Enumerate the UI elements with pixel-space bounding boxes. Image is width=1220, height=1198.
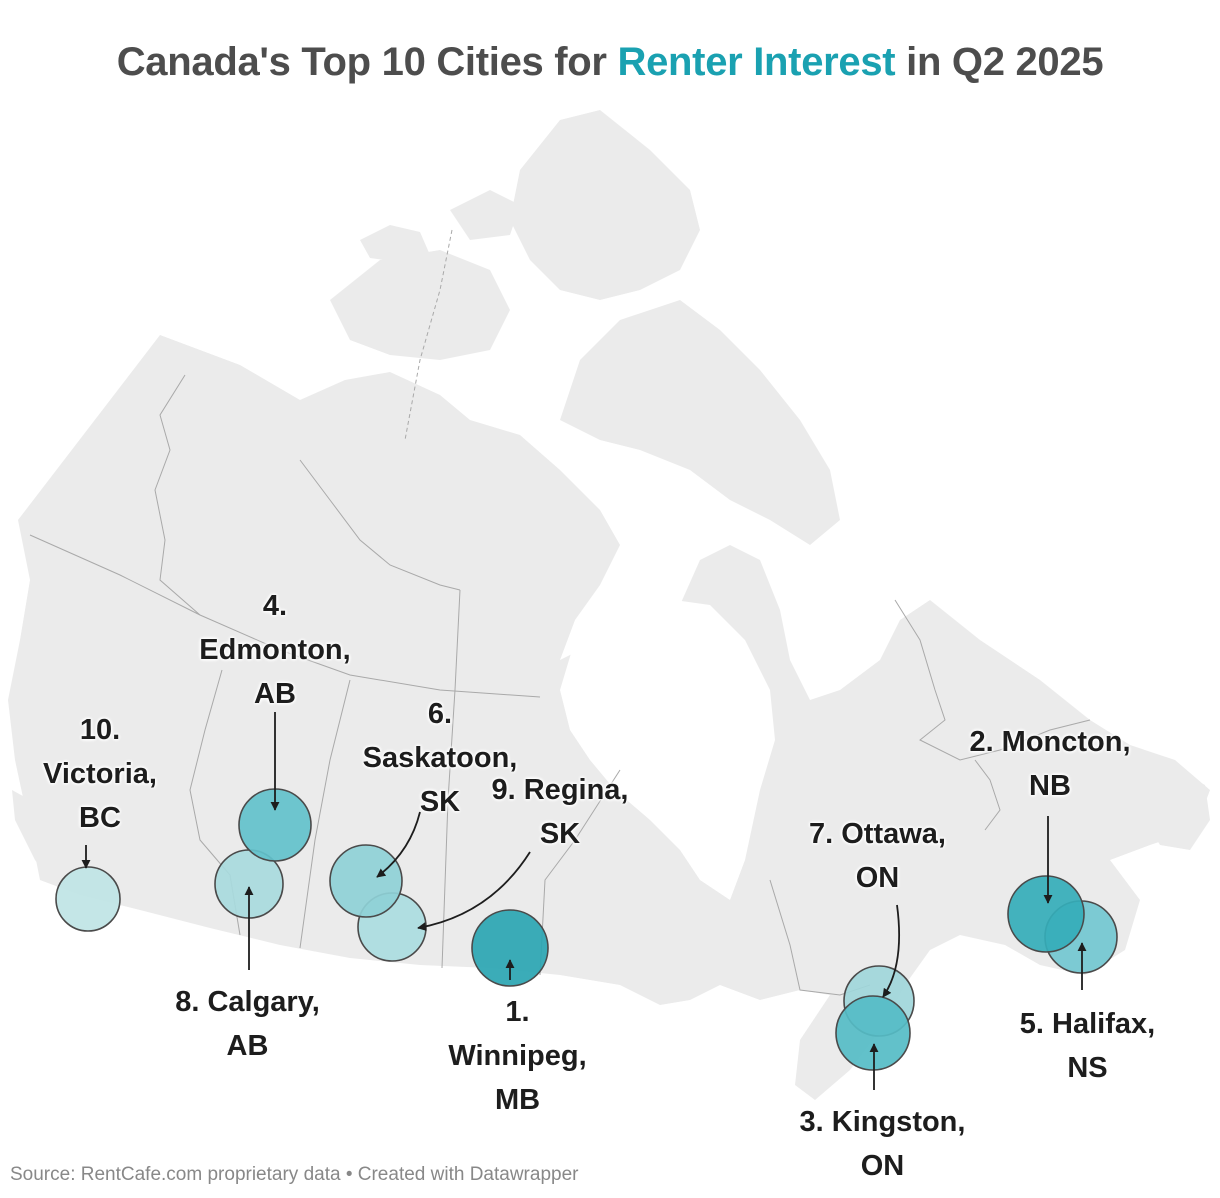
title-highlight: Renter Interest	[617, 40, 896, 84]
border-quebec-nb	[974, 759, 1001, 831]
label-line: 6.	[427, 698, 453, 730]
label-saskatoon: 6. Saskatoon, SK	[330, 692, 550, 824]
border-quebec-labrador	[894, 599, 1091, 761]
label-line: ON	[855, 862, 900, 894]
victoria-island	[330, 250, 510, 360]
label-line: SK	[539, 818, 581, 850]
label-edmonton: 4. Edmonton, AB	[170, 584, 380, 716]
label-regina: 9. Regina, SK	[450, 768, 670, 856]
label-line: AB	[254, 678, 296, 710]
label-line: AB	[226, 1030, 269, 1062]
island-small-b	[420, 290, 455, 318]
title-prefix: Canada's Top 10 Cities for	[116, 40, 618, 84]
label-moncton: 2. Moncton, NB	[920, 720, 1180, 808]
hudson-bay	[560, 598, 775, 900]
land-layer	[8, 110, 1210, 1100]
label-line: 4.	[262, 590, 288, 622]
city-marker-saskatoon	[329, 844, 403, 918]
label-line: Winnipeg,	[448, 1040, 587, 1072]
label-line: 2. Moncton,	[969, 726, 1131, 758]
label-line: NB	[1029, 770, 1071, 802]
label-line: 10.	[79, 714, 121, 746]
label-line: 9. Regina,	[491, 774, 629, 806]
label-line: Victoria,	[43, 758, 157, 790]
label-line: 1.	[505, 996, 530, 1028]
label-line: SK	[419, 786, 461, 818]
arrows	[81, 712, 1087, 1090]
label-victoria: 10. Victoria, BC	[0, 708, 200, 840]
label-kingston: 3. Kingston, ON	[760, 1100, 1005, 1188]
label-line: ON	[860, 1150, 905, 1182]
title-suffix: in Q2 2025	[895, 40, 1104, 84]
city-marker-winnipeg	[471, 909, 549, 987]
label-line: 5. Halifax,	[1019, 1008, 1156, 1040]
label-line: Edmonton,	[199, 634, 351, 666]
border-yukon-nwt	[154, 374, 201, 616]
label-line: 3. Kingston,	[799, 1106, 966, 1138]
island-small-a	[450, 190, 520, 240]
city-marker-moncton	[1007, 875, 1085, 953]
label-line: NS	[1067, 1052, 1108, 1084]
arrow-saskatoon	[376, 811, 421, 878]
arrow-regina	[417, 851, 531, 931]
border-arctic-line	[404, 229, 453, 441]
label-calgary: 8. Calgary, AB	[135, 980, 360, 1068]
banks-island	[360, 225, 430, 262]
border-nwt-nunavut	[299, 459, 461, 591]
chart-title: Canada's Top 10 Cities for Renter Intere…	[0, 40, 1220, 85]
border-sask-manitoba	[441, 589, 461, 969]
label-line: BC	[79, 802, 121, 834]
label-ottawa: 7. Ottawa, ON	[760, 812, 995, 900]
label-line: MB	[494, 1084, 541, 1116]
source-note: Source: RentCafe.com proprietary data • …	[10, 1164, 579, 1185]
border-60th-parallel	[29, 534, 541, 698]
ellesmere-island	[510, 110, 700, 300]
label-line: Saskatoon,	[362, 742, 518, 774]
arrow-ottawa	[882, 904, 900, 998]
label-line: 8. Calgary,	[175, 986, 320, 1018]
border-alberta-sask	[299, 679, 351, 949]
label-halifax: 5. Halifax, NS	[975, 1002, 1200, 1090]
city-marker-victoria	[55, 866, 121, 932]
label-line: 7. Ottawa,	[809, 818, 946, 850]
label-winnipeg: 1. Winnipeg, MB	[405, 990, 630, 1122]
city-marker-kingston	[835, 995, 911, 1071]
baffin-island	[560, 300, 840, 545]
newfoundland	[1140, 770, 1210, 850]
vancouver-island	[12, 790, 70, 885]
